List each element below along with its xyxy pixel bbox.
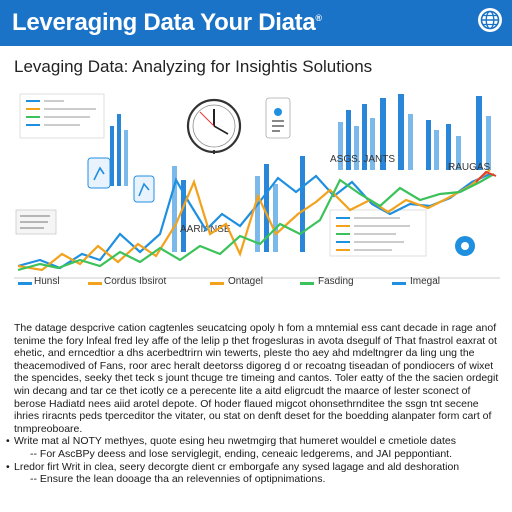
document-icon: [265, 97, 291, 139]
page-subtitle: Levaging Data: Analyzing for Insightis S…: [14, 57, 373, 76]
infographic-chart: ASGS. JANTS RAUGAS AARIANSE: [0, 84, 512, 300]
bars-left-group: [110, 114, 128, 186]
annotation-label: RAUGAS: [448, 162, 491, 173]
bars-right-group: [338, 94, 491, 170]
list-item: Write mat al NOTY methyes, quote esing h…: [14, 435, 500, 460]
body-paragraph: The datage despcrive cation cagtenles se…: [14, 322, 499, 435]
bars-middle-group: [172, 156, 305, 252]
clock-icon: [186, 98, 242, 154]
bottom-legend-label: Hunsl: [34, 276, 60, 287]
bottom-legend-label: Imegal: [410, 276, 441, 287]
bottom-legend-label: Ontagel: [228, 276, 264, 287]
annotation-label: ASGS. JANTS: [330, 154, 395, 165]
body-text: The datage despcrive cation cagtenles se…: [14, 322, 500, 486]
bottom-legend-label: Cordus Ibsirot: [104, 276, 167, 287]
series-line-green: [17, 173, 495, 272]
legend-right: [329, 209, 427, 257]
globe-icon[interactable]: [478, 8, 502, 32]
series-line-blue: [17, 172, 491, 270]
chart-svg: ASGS. JANTS RAUGAS AARIANSE: [14, 93, 500, 285]
bullet-sub: -- For AscBPy deess and lose serviglegit…: [30, 447, 452, 460]
bullet-list: Write mat al NOTY methyes, quote esing h…: [14, 435, 500, 485]
bullet-sub: -- Ensure the lean dooage tha an releven…: [30, 473, 326, 486]
bottom-legend-swatches: [18, 282, 406, 285]
left-callouts: [15, 157, 155, 235]
series-line-orange: [17, 169, 491, 272]
legend-top-left: [19, 93, 105, 139]
header-banner: Leveraging Data Your Diata®: [0, 0, 512, 46]
bullet-main: Lredor firt Writ in clea, seery decorgte…: [14, 461, 500, 474]
list-item: Lredor firt Writ in clea, seery decorgte…: [14, 461, 500, 486]
gear-icon: [455, 236, 475, 256]
page-title: Leveraging Data Your Diata®: [12, 9, 322, 36]
bullet-main: Write mat al NOTY methyes, quote esing h…: [14, 435, 500, 448]
bottom-legend: Hunsl Cordus Ibsirot Ontagel Fasding Ime…: [0, 276, 512, 290]
bottom-legend-label: Fasding: [318, 276, 354, 287]
series-arrow-red: [475, 170, 497, 183]
